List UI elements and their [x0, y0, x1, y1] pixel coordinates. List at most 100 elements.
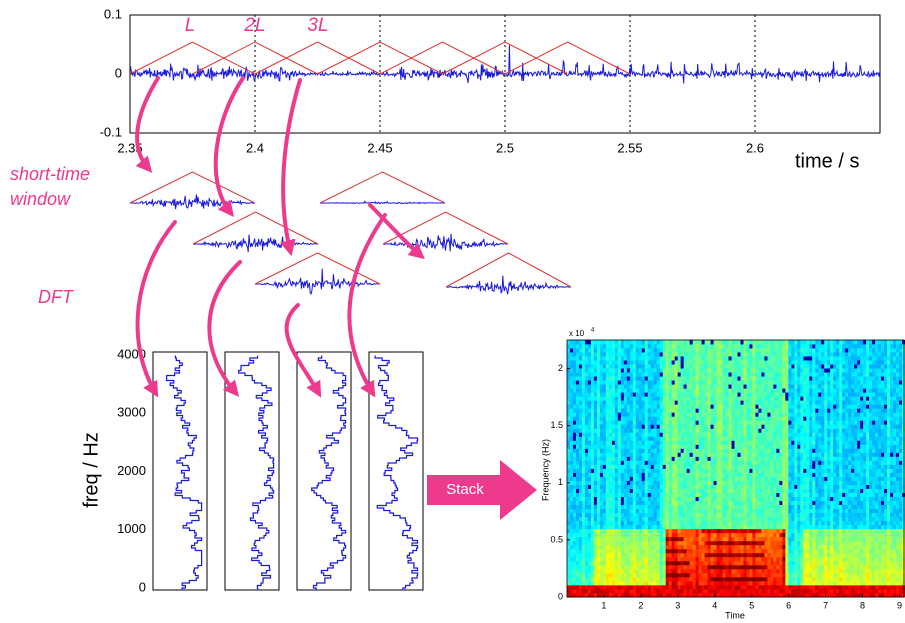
spectrogram-cell	[732, 473, 735, 477]
spectrogram-cell	[567, 356, 570, 360]
spectrogram-cell	[633, 509, 636, 513]
spectrogram-cell	[618, 432, 621, 436]
spectrogram-cell	[663, 505, 666, 509]
spectrogram-cell	[636, 473, 639, 477]
spectrogram-cell	[794, 440, 797, 444]
spectrogram-cell	[708, 368, 711, 372]
spectrogram-cell	[642, 485, 645, 489]
spectrogram-cell	[693, 573, 696, 577]
spectrogram-cell	[797, 340, 800, 344]
spectrogram-cell	[788, 537, 791, 541]
spectrogram-cell	[690, 497, 693, 501]
spectrogram-cell	[752, 356, 755, 360]
spectrogram-cell	[627, 565, 630, 569]
spectrogram-cell	[663, 529, 666, 533]
spectrogram-cell	[767, 565, 770, 569]
spectrogram-cell	[675, 481, 678, 485]
spectrogram-cell	[717, 440, 720, 444]
spectrogram-cell	[681, 509, 684, 513]
spectrogram-cell	[672, 505, 675, 509]
spectrogram-cell	[675, 493, 678, 497]
spectrogram-cell	[654, 521, 657, 525]
spectrogram-cell	[684, 440, 687, 444]
spectrogram-cell	[779, 376, 782, 380]
spectrogram-cell	[782, 428, 785, 432]
spectrogram-cell	[696, 420, 699, 424]
spectrogram-cell	[794, 577, 797, 581]
spectrogram-cell	[681, 424, 684, 428]
spectrogram-cell	[714, 360, 717, 364]
spectrogram-cell	[687, 388, 690, 392]
spectrogram-cell	[570, 541, 573, 545]
spectrogram-cell	[746, 477, 749, 481]
spectrogram-cell	[663, 493, 666, 497]
spectrogram-cell	[690, 416, 693, 420]
spectrogram-cell	[603, 473, 606, 477]
spectrogram-cell	[714, 392, 717, 396]
spectrogram-cell	[684, 541, 687, 545]
spectrogram-cell	[579, 533, 582, 537]
spectrogram-cell	[675, 440, 678, 444]
spectrogram-cell	[615, 513, 618, 517]
spectrogram-cell	[630, 356, 633, 360]
spectrogram-cell	[761, 493, 764, 497]
spectrogram-cell	[723, 400, 726, 404]
spectrogram-cell	[594, 452, 597, 456]
spectrogram-cell	[729, 432, 732, 436]
spectrogram-cell	[669, 408, 672, 412]
spectrogram-cell	[663, 589, 666, 593]
spectrogram-cell	[743, 557, 746, 561]
spectrogram-cell	[615, 408, 618, 412]
spectrogram-cell	[576, 364, 579, 368]
spectrogram-cell	[746, 493, 749, 497]
spectrogram-cell	[785, 396, 788, 400]
spectrogram-cell	[764, 493, 767, 497]
spectrogram-cell	[749, 585, 752, 589]
spectrogram-cell	[767, 392, 770, 396]
spectrogram-cell	[791, 428, 794, 432]
spectrogram-cell	[624, 420, 627, 424]
spectrogram-cell	[735, 360, 738, 364]
spectrogram-cell	[672, 469, 675, 473]
spectrogram-cell	[657, 356, 660, 360]
spectrogram-cell	[639, 577, 642, 581]
spectrogram-cell	[618, 545, 621, 549]
spectrogram-cell	[603, 497, 606, 501]
spectrogram-cell	[746, 408, 749, 412]
spectrogram-cell	[708, 412, 711, 416]
spectrogram-cell	[746, 404, 749, 408]
spectrogram-cell	[678, 585, 681, 589]
spectrogram-cell	[785, 436, 788, 440]
spectrogram-cell	[690, 525, 693, 529]
spectrogram-cell	[645, 432, 648, 436]
spectrogram-cell	[785, 477, 788, 481]
spectrogram-cell	[729, 589, 732, 593]
spectrogram-cell	[621, 577, 624, 581]
spectrogram-cell	[726, 545, 729, 549]
spectrogram-cell	[669, 376, 672, 380]
spectrogram-cell	[603, 533, 606, 537]
spectrogram-cell	[612, 452, 615, 456]
spectrogram-cell	[767, 372, 770, 376]
spectrogram-cell	[660, 428, 663, 432]
spectrogram-cell	[702, 485, 705, 489]
spectrogram-cell	[678, 553, 681, 557]
spectrogram-cell	[585, 565, 588, 569]
spectrogram-cell	[693, 517, 696, 521]
spectrogram-cell	[600, 420, 603, 424]
spectrogram-cell	[624, 493, 627, 497]
spectrogram-cell	[767, 388, 770, 392]
spectrogram-cell	[735, 356, 738, 360]
spectrogram-cell	[648, 440, 651, 444]
spectrogram-cell	[600, 384, 603, 388]
spectrogram-cell	[791, 388, 794, 392]
spectrogram-cell	[573, 348, 576, 352]
spectrogram-cell	[675, 392, 678, 396]
spectrogram-cell	[642, 469, 645, 473]
spectrogram-cell	[732, 569, 735, 573]
spectrogram-cell	[582, 477, 585, 481]
spectrogram-cell	[752, 452, 755, 456]
spectrogram-cell	[738, 404, 741, 408]
spectrogram-cell	[788, 364, 791, 368]
spectrogram-cell	[627, 408, 630, 412]
